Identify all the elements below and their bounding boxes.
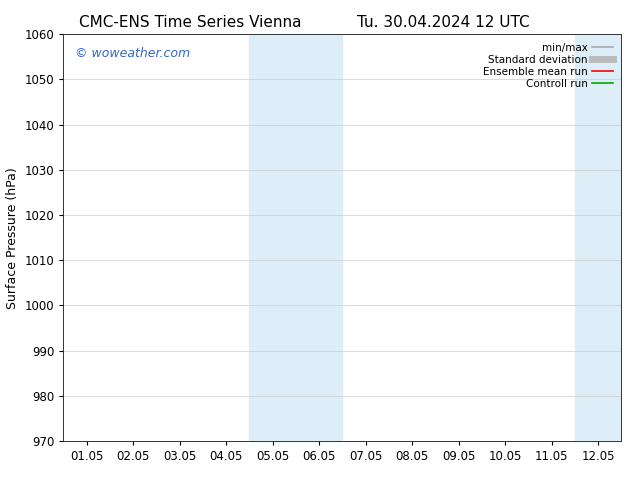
Text: © woweather.com: © woweather.com xyxy=(75,47,190,59)
Legend: min/max, Standard deviation, Ensemble mean run, Controll run: min/max, Standard deviation, Ensemble me… xyxy=(480,40,616,92)
Bar xyxy=(575,34,621,441)
Text: Tu. 30.04.2024 12 UTC: Tu. 30.04.2024 12 UTC xyxy=(358,15,530,30)
Y-axis label: Surface Pressure (hPa): Surface Pressure (hPa) xyxy=(6,167,19,309)
Bar xyxy=(249,34,342,441)
Text: CMC-ENS Time Series Vienna: CMC-ENS Time Series Vienna xyxy=(79,15,301,30)
